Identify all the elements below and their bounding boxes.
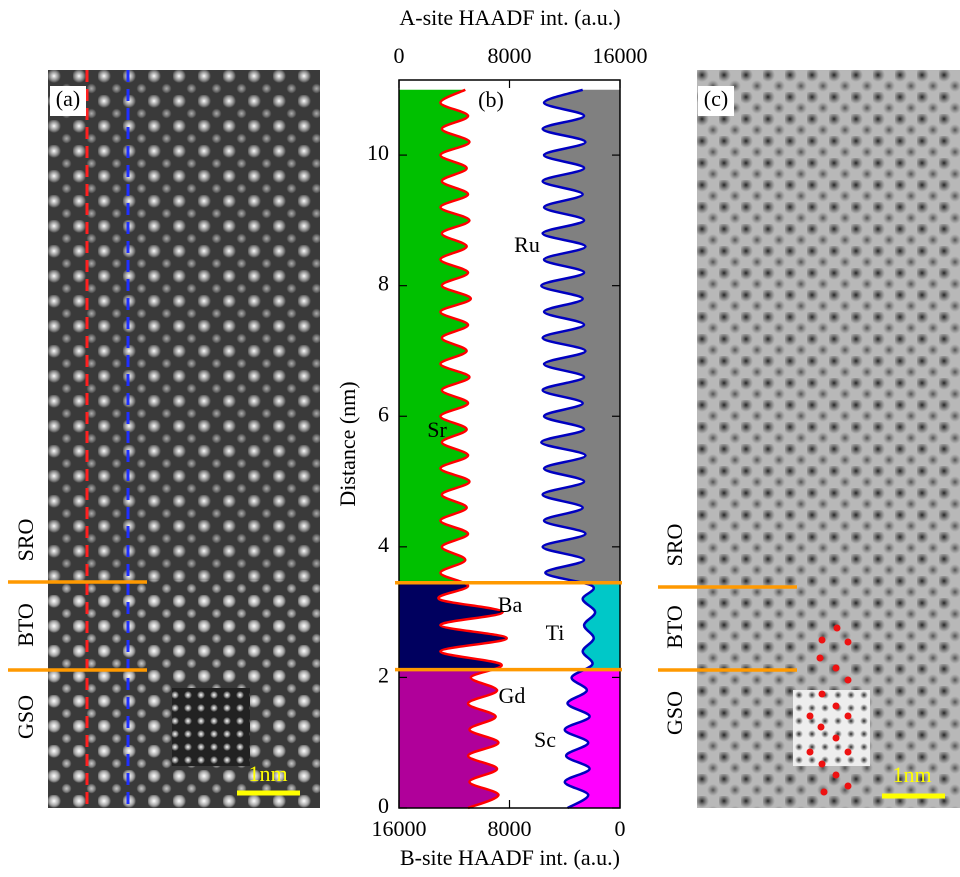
layer-label: SRO: [13, 519, 38, 562]
layer-label: BTO: [662, 605, 687, 649]
figure: (a) 1nm SRO BTO GSO (c) 1nm SRO BTO GSO …: [0, 0, 960, 877]
panel-a: (a) 1nm SRO BTO GSO: [8, 70, 320, 808]
inset-lattice: [172, 688, 250, 766]
panel-label: (a): [56, 86, 80, 111]
y-axis-title: Distance (nm): [335, 381, 360, 506]
layer-label: BTO: [13, 603, 38, 647]
plot: 0 8000 16000 16000 8000 0 0 2 4 6 8 10 Sr Ru Ba Ti Gd Sc (…: [367, 43, 648, 841]
y-tick-label: 6: [378, 401, 389, 426]
element-label: Ti: [546, 620, 565, 645]
x2-axis-title: B-site HAADF int. (a.u.): [400, 845, 620, 870]
y-tick-label: 8: [378, 271, 389, 296]
y-tick-label: 0: [378, 793, 389, 818]
inset-lattice: [793, 690, 870, 766]
y-tick-label: 2: [378, 662, 389, 687]
element-label: Sc: [534, 727, 556, 752]
x-tick-label: 8000: [488, 43, 532, 68]
element-label: Ru: [514, 232, 540, 257]
layer-label: GSO: [662, 691, 687, 735]
layer-label: GSO: [13, 695, 38, 739]
layer-label: SRO: [662, 524, 687, 567]
element-label: Ba: [498, 592, 523, 617]
y-tick-label: 4: [378, 532, 389, 557]
panel-label: (c): [704, 86, 728, 111]
panel-label: (b): [478, 87, 504, 112]
x2-tick-label: 16000: [372, 816, 427, 841]
x2-tick-label: 8000: [488, 816, 532, 841]
x2-tick-label: 0: [615, 816, 626, 841]
scale-label: 1nm: [248, 761, 287, 786]
y-tick-label: 10: [367, 140, 389, 165]
x-tick-label: 0: [394, 43, 405, 68]
scale-label: 1nm: [892, 762, 931, 787]
x-tick-label: 16000: [593, 43, 648, 68]
x-axis-title: A-site HAADF int. (a.u.): [399, 5, 620, 30]
element-label: Sr: [427, 417, 447, 442]
element-label: Gd: [499, 683, 526, 708]
panel-c: (c) 1nm SRO BTO GSO: [658, 70, 960, 808]
